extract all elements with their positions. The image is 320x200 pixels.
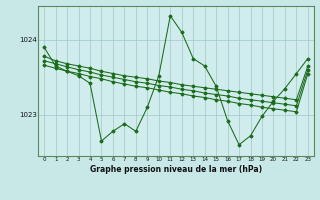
X-axis label: Graphe pression niveau de la mer (hPa): Graphe pression niveau de la mer (hPa) <box>90 165 262 174</box>
